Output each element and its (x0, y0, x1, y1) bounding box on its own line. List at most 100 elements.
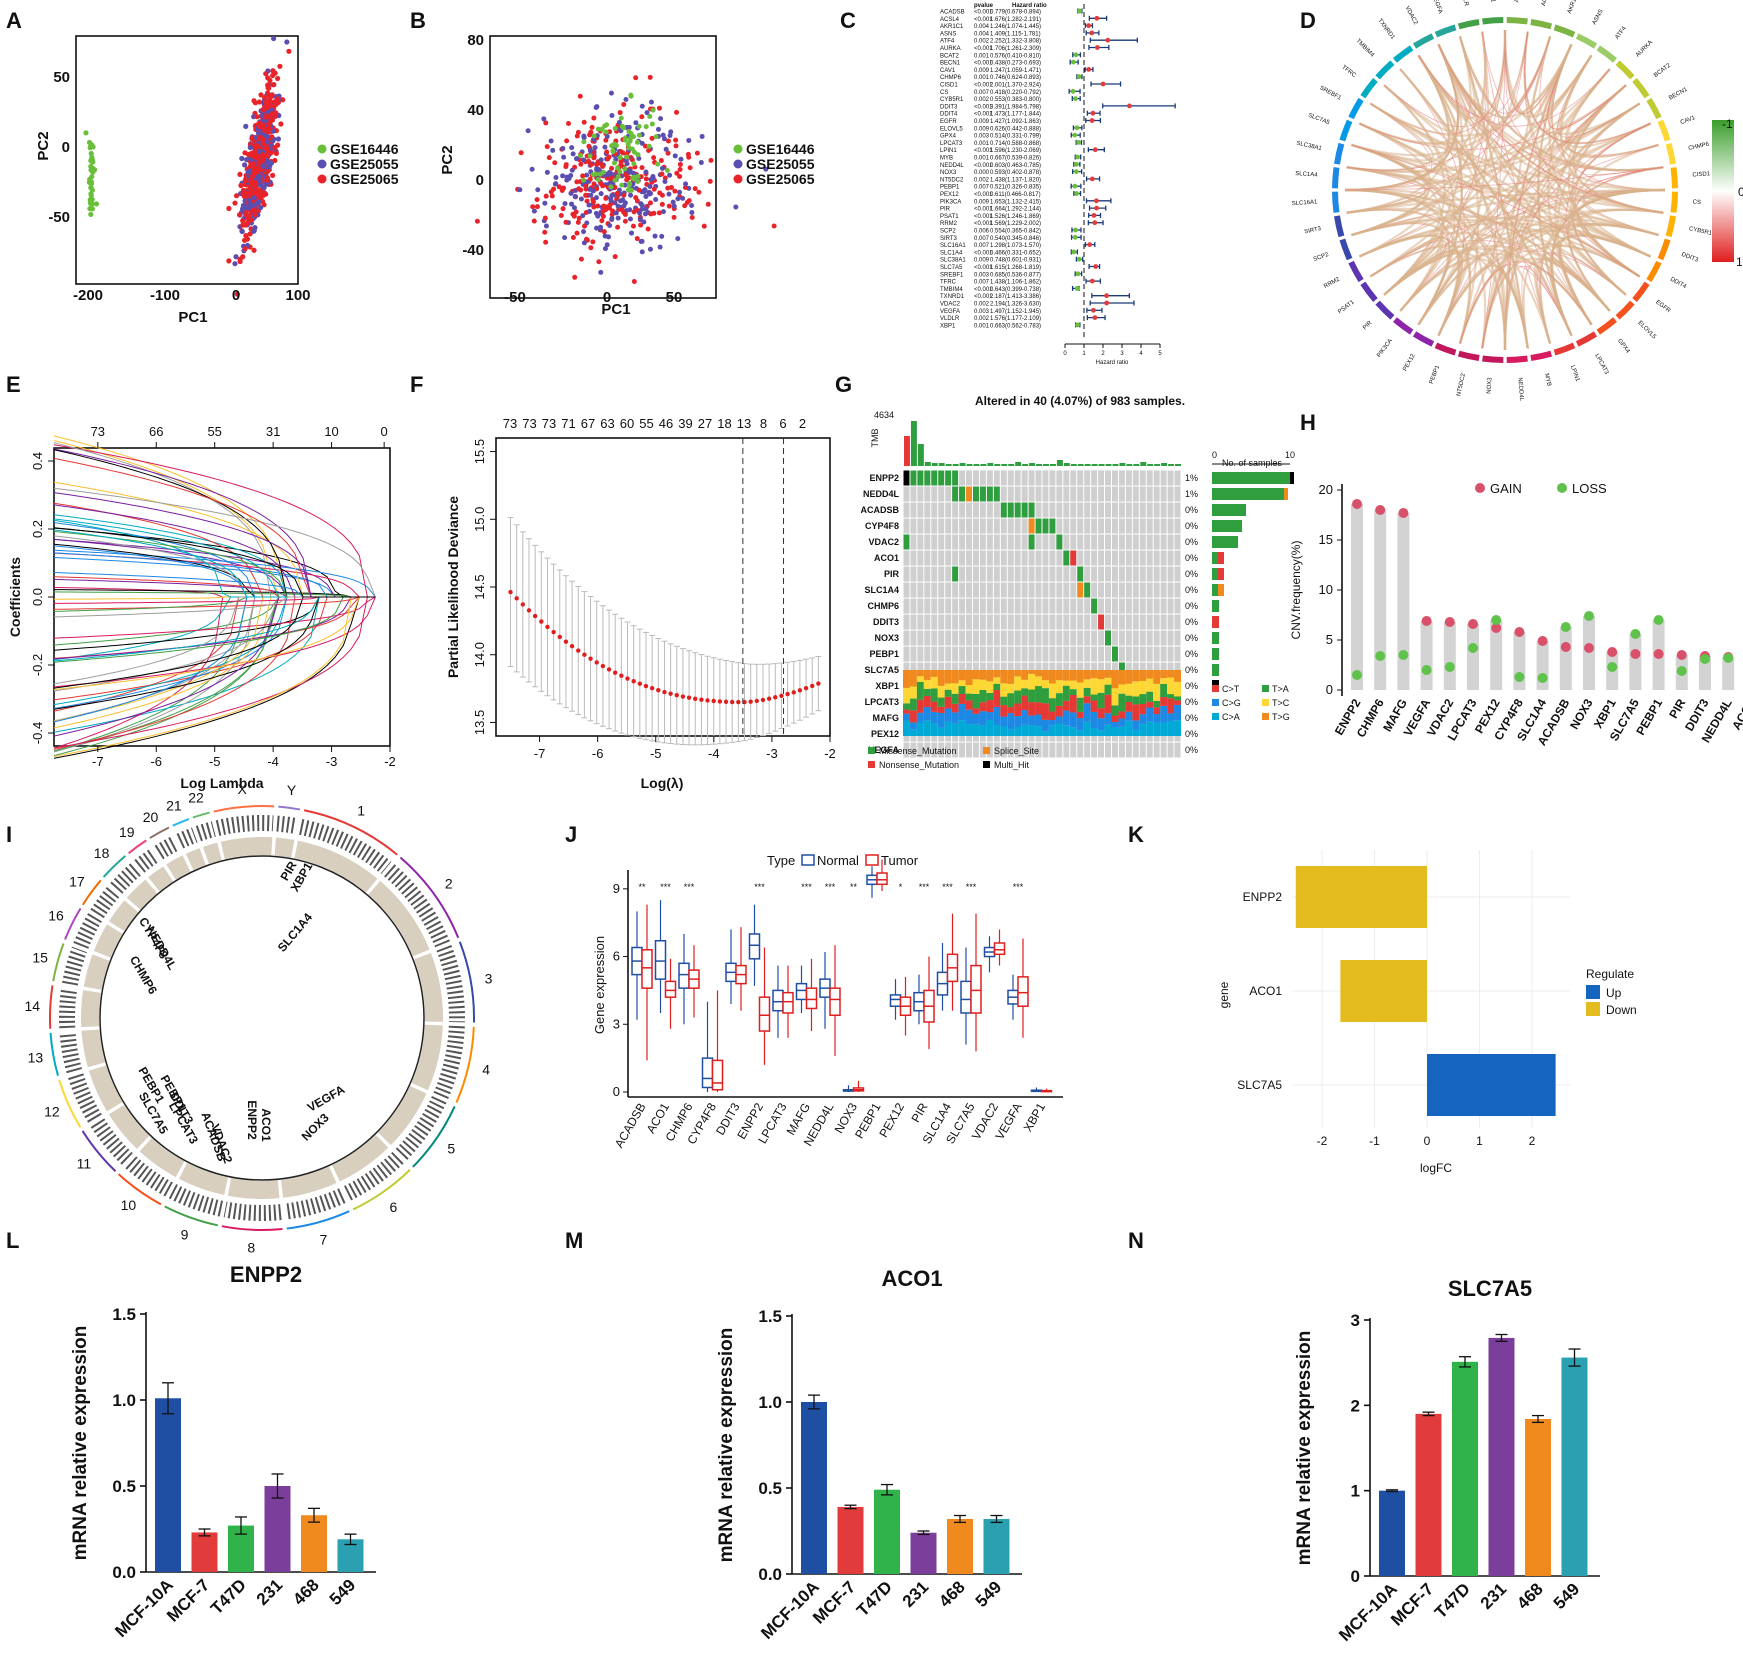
snv-bar (993, 670, 1001, 678)
onco-cell (1160, 486, 1167, 502)
onco-pct: 0% (1185, 697, 1198, 707)
onco-cell (938, 646, 945, 662)
sample-bar (1212, 584, 1218, 596)
forest-hr-text: 0.667(0.539-0.826) (990, 156, 1041, 162)
onco-cell (1125, 598, 1132, 614)
forest-point (1074, 191, 1080, 196)
qpcr-cat-label: 549 (1550, 1579, 1583, 1612)
onco-cell (1049, 630, 1056, 646)
ytick-label: 0 (1351, 1567, 1360, 1586)
pca-point (675, 196, 681, 202)
chrom-track (280, 1166, 337, 1198)
onco-pct: 0% (1185, 585, 1198, 595)
onco-cell (903, 502, 910, 518)
chrom-track (274, 837, 295, 858)
onco-cell (1070, 470, 1077, 486)
onco-cell (952, 518, 959, 534)
snv-bar (972, 670, 980, 680)
pca-point (257, 178, 263, 184)
chrom-outer-arc (213, 805, 275, 813)
onco-cell (1028, 486, 1035, 502)
onco-cell (931, 630, 938, 646)
pca-point (474, 218, 480, 224)
chrom-outer-arc (352, 1169, 411, 1211)
onco-cell (1084, 550, 1091, 566)
pca-point (590, 199, 596, 205)
lasso-path (53, 527, 376, 598)
forest-hr-text: 3.391(1.984-5.798) (990, 104, 1041, 110)
cv-point (680, 694, 686, 699)
snv-bar (903, 720, 910, 736)
forest-gene: RRM2 (940, 221, 958, 227)
chord-sector (1670, 167, 1678, 189)
cv-point (649, 686, 655, 691)
onco-cell (1007, 614, 1014, 630)
j-gene-label: XBP1 (1021, 1100, 1049, 1134)
onco-mutation (1077, 566, 1084, 582)
pca-point (272, 157, 278, 164)
snv-bar (1028, 725, 1036, 736)
onco-cell (1007, 486, 1014, 502)
lasso-path (53, 444, 376, 598)
forest-point (1074, 286, 1080, 291)
sample-bar (1218, 584, 1224, 596)
onco-cell (1098, 502, 1105, 518)
chord-gene-label: XBP1 (1488, 0, 1495, 3)
ytick-label: 1.5 (112, 1305, 136, 1324)
onco-cell (1105, 502, 1111, 518)
onco-mutation (966, 486, 972, 502)
chord-sector (1632, 281, 1650, 302)
snv-bar (1160, 705, 1168, 723)
onco-cell (1014, 598, 1021, 614)
onco-cell (917, 550, 924, 566)
snv-bar (958, 720, 966, 736)
snv-bar (1028, 702, 1036, 716)
pca-point (673, 137, 679, 143)
onco-cell (979, 614, 986, 630)
onco-cell (910, 598, 917, 614)
snv-bar (951, 683, 959, 694)
pca-point (591, 155, 597, 161)
onco-cell (1160, 534, 1167, 550)
snv-bar (1048, 683, 1056, 699)
onco-cell (1028, 646, 1035, 662)
cv-point (754, 698, 760, 704)
pca-point (270, 172, 276, 178)
pca-point (548, 138, 554, 144)
k-xtick-label: 0 (1424, 1134, 1431, 1148)
mut-legend: Missense_Mutation (879, 746, 957, 756)
snv-bar (993, 690, 1001, 707)
forest-pvalue: 0.002 (974, 97, 990, 103)
qpcr-bar (874, 1489, 900, 1574)
j-legend-title: Type (767, 853, 795, 868)
onco-cell (1146, 534, 1153, 550)
normal-box (748, 933, 761, 960)
onco-cell (966, 598, 972, 614)
forest-pvalue: <0.001 (974, 287, 993, 293)
onco-cell (1167, 646, 1174, 662)
forest-pvalue: 0.009 (974, 68, 990, 74)
chord-gene-label: VEGFA (1430, 0, 1443, 15)
forest-xtick-label: 5 (1158, 351, 1162, 357)
onco-cell (1174, 534, 1181, 550)
lasso-path (53, 596, 376, 759)
pca-point (562, 201, 568, 207)
onco-cell (1105, 534, 1111, 550)
onco-cell (966, 566, 972, 582)
onco-cell (1146, 502, 1153, 518)
onco-cell (1042, 470, 1049, 486)
chrom-outer-arc (52, 943, 65, 982)
onco-cell (1063, 502, 1070, 518)
pca-point (598, 191, 604, 197)
snv-bar (965, 723, 973, 736)
pca-point (666, 191, 672, 197)
snv-bar (1055, 680, 1063, 694)
onco-cell (931, 550, 938, 566)
sample-bar (1218, 552, 1224, 564)
toptick-label: 31 (266, 424, 280, 439)
tmb-label: TMB (870, 429, 880, 448)
onco-cell (1084, 614, 1091, 630)
pca-point (677, 189, 683, 195)
onco-cell (986, 470, 993, 486)
tmb-bar (1126, 464, 1133, 466)
